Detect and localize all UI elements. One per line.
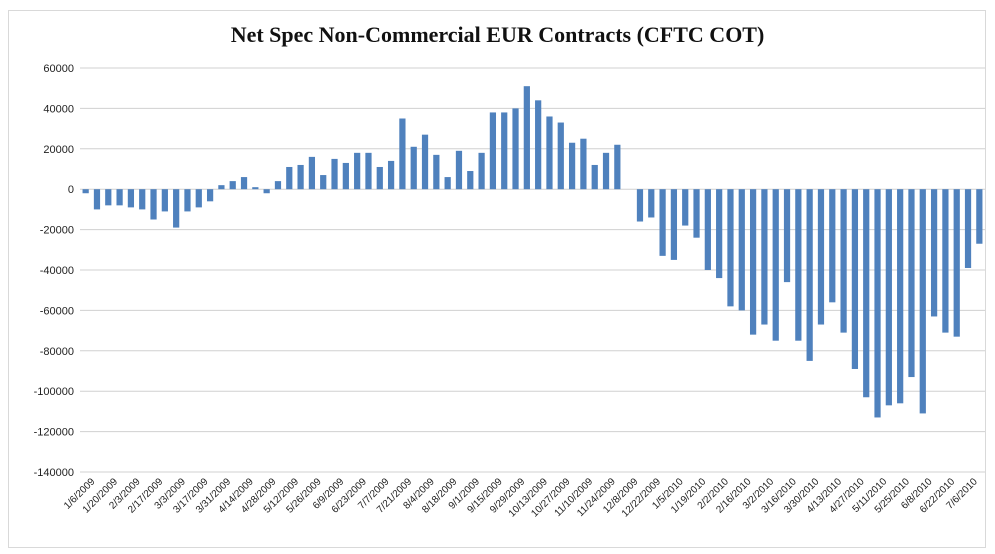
- bar-42: [557, 122, 564, 190]
- y-tick-label: -100000: [34, 386, 74, 398]
- bar-77: [953, 189, 960, 337]
- bar-44: [580, 138, 587, 190]
- bar-60: [761, 189, 768, 325]
- bar-1: [93, 189, 101, 210]
- bar-79: [976, 189, 983, 244]
- bar-45: [591, 164, 598, 190]
- y-tick-label: 20000: [43, 144, 74, 156]
- bar-49: [636, 189, 644, 222]
- bar-58: [738, 189, 745, 311]
- bar-38: [512, 108, 519, 190]
- bar-28: [399, 118, 406, 190]
- bar-66: [829, 189, 836, 303]
- y-axis-labels: 60000 40000 20000 0 -20000 -40000 -60000 -80000…: [34, 63, 74, 479]
- bar-7: [161, 189, 168, 212]
- bar-65: [817, 189, 825, 325]
- bar-67: [840, 189, 847, 333]
- bar-6: [150, 189, 157, 220]
- y-tick-label: 60000: [43, 63, 74, 75]
- bar-61: [772, 189, 779, 341]
- bar-68: [851, 189, 859, 369]
- bar-21: [320, 175, 327, 190]
- bar-69: [863, 189, 870, 398]
- bar-53: [682, 189, 689, 226]
- bar-3: [116, 189, 123, 206]
- bar-37: [501, 112, 508, 190]
- chart-title: Net Spec Non-Commercial EUR Contracts (C…: [230, 22, 765, 47]
- bar-4: [127, 189, 135, 208]
- bar-18: [286, 166, 293, 190]
- bar-71: [885, 189, 892, 406]
- bar-50: [648, 189, 655, 218]
- y-tick-label: 40000: [43, 103, 74, 115]
- bar-57: [727, 189, 734, 307]
- bar-78: [964, 189, 972, 268]
- bar-36: [489, 112, 497, 190]
- y-tick-label: -80000: [40, 346, 74, 358]
- bar-27: [387, 160, 395, 190]
- y-tick-label: 0: [68, 184, 74, 196]
- bar-32: [444, 177, 451, 190]
- bar-54: [693, 189, 700, 238]
- bar-75: [930, 189, 938, 317]
- bar-15: [252, 187, 259, 190]
- bar-22: [331, 158, 338, 190]
- bar-41: [546, 116, 553, 190]
- bar-9: [184, 189, 191, 212]
- bar-40: [535, 100, 542, 190]
- bar-46: [602, 152, 610, 190]
- bar-31: [433, 154, 440, 190]
- gridlines: [80, 67, 985, 473]
- bar-43: [568, 142, 576, 190]
- y-tick-label: -60000: [40, 305, 74, 317]
- bar-76: [942, 189, 949, 333]
- y-tick-label: -120000: [34, 427, 74, 439]
- y-tick-label: -40000: [40, 265, 74, 277]
- bar-39: [523, 86, 530, 190]
- bar-5: [139, 189, 146, 210]
- x-axis-labels: 1/6/20091/20/20092/3/20092/17/20093/3/20…: [62, 476, 980, 519]
- bar-47: [614, 144, 621, 190]
- bar-55: [704, 189, 711, 270]
- bar-24: [354, 152, 361, 190]
- y-tick-label: -140000: [34, 467, 74, 479]
- bar-14: [240, 177, 248, 190]
- bar-74: [919, 189, 926, 414]
- y-tick-label: -20000: [40, 225, 74, 237]
- bar-52: [670, 189, 678, 260]
- bar-10: [195, 189, 202, 208]
- bar-17: [274, 181, 282, 190]
- bar-12: [218, 185, 225, 190]
- bar-33: [455, 150, 463, 190]
- bar-56: [716, 189, 723, 279]
- bar-20: [308, 156, 316, 190]
- bar-63: [795, 189, 802, 341]
- bar-72: [897, 189, 904, 404]
- bar-73: [908, 189, 915, 378]
- bar-13: [229, 181, 236, 190]
- bar-70: [874, 189, 881, 418]
- bar-26: [376, 166, 383, 190]
- bar-35: [478, 152, 485, 190]
- bar-29: [410, 146, 417, 190]
- bar-64: [806, 189, 813, 361]
- bars: [82, 86, 983, 418]
- bar-59: [749, 189, 757, 335]
- bar-0: [82, 189, 89, 194]
- bar-51: [659, 189, 666, 256]
- bar-8: [173, 189, 180, 228]
- bar-30: [421, 134, 429, 190]
- bar-25: [365, 152, 372, 190]
- bar-62: [783, 189, 791, 283]
- bar-11: [206, 189, 214, 202]
- bar-23: [342, 162, 349, 190]
- bar-2: [105, 189, 112, 206]
- bar-34: [467, 171, 474, 190]
- bar-19: [297, 164, 304, 190]
- bar-16: [263, 189, 270, 194]
